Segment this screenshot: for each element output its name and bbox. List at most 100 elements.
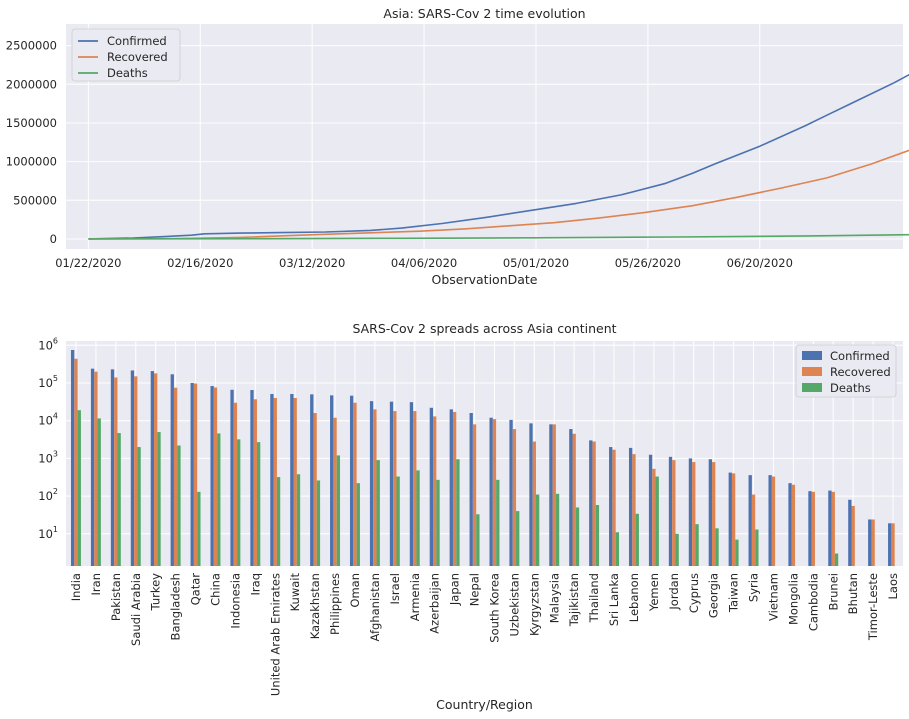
bar-deaths [396, 476, 400, 566]
bar-confirmed [748, 475, 752, 566]
bar-deaths [117, 433, 121, 566]
bar-chart-category-label: Bangladesh [169, 573, 183, 640]
bar-recovered [413, 411, 417, 566]
bar-chart-category-label: Uzbekistan [507, 573, 521, 637]
bar-chart-category-label: Philippines [328, 573, 342, 635]
bar-confirmed [609, 447, 613, 566]
line-series-deaths [88, 233, 909, 240]
bar-recovered [452, 412, 457, 566]
bar-chart-category-label: Kazakhstan [308, 573, 322, 639]
bar-deaths [177, 445, 181, 566]
bar-chart-category-label: Lebanon [627, 573, 641, 622]
bar-deaths [555, 493, 560, 566]
line-chart-y-tick-label: 2000000 [6, 77, 57, 91]
bar-confirmed [728, 472, 732, 566]
legend-label-recovered: Recovered [830, 365, 891, 379]
bar-deaths [356, 483, 360, 566]
bar-confirmed [668, 456, 673, 566]
bar-confirmed [150, 371, 155, 566]
bar-recovered [572, 433, 576, 566]
bar-chart-category-label: Oman [348, 573, 362, 608]
bar-chart-category-label: Timor-Leste [866, 573, 880, 641]
bar-confirmed [768, 475, 772, 566]
bar-deaths [535, 494, 540, 566]
bar-chart-category-label: Indonesia [228, 573, 242, 629]
bar-recovered [492, 419, 497, 566]
bar-confirmed [389, 401, 394, 566]
bar-confirmed [828, 490, 832, 566]
bar-deaths [655, 476, 659, 566]
bar-chart-category-label: Taiwan [727, 573, 741, 613]
bar-recovered [253, 399, 257, 566]
bar-deaths [755, 529, 759, 566]
bar-recovered [552, 424, 556, 566]
line-chart-y-tick-label: 0 [50, 232, 57, 246]
bar-chart-category-label: India [69, 573, 83, 601]
bar-recovered [811, 491, 815, 566]
bar-confirmed [509, 419, 513, 566]
line-chart-x-tick-label: 06/20/2020 [727, 256, 793, 270]
bar-chart-title: SARS-Cov 2 spreads across Asia continent [352, 321, 616, 336]
bar-recovered [731, 473, 736, 566]
line-chart-ticks: 01/22/2020 02/16/2020 03/12/2020 04/06/2020… [6, 39, 793, 270]
bar-confirmed [469, 413, 473, 566]
bar-deaths [695, 524, 699, 566]
bar-chart-y-tick-label: 102 [38, 487, 58, 503]
legend-swatch-recovered [802, 367, 822, 376]
bar-deaths [715, 528, 719, 566]
line-chart-y-tick-label: 500000 [13, 193, 57, 207]
bar-chart-category-label: Saudi Arabia [129, 573, 143, 646]
bar-deaths [635, 513, 639, 566]
bar-recovered [134, 376, 138, 566]
line-chart-xlabel: ObservationDate [432, 272, 538, 287]
bar-deaths [217, 433, 221, 566]
bar-recovered [373, 409, 377, 566]
bar-deaths [256, 442, 261, 566]
bar-deaths [97, 418, 101, 566]
bar-confirmed [489, 417, 493, 566]
bar-confirmed [90, 368, 95, 566]
bar-deaths [157, 432, 161, 566]
bar-chart-category-label: Cyprus [687, 573, 701, 613]
bar-recovered [433, 416, 437, 566]
bar-confirmed [648, 454, 653, 566]
bar-confirmed [868, 519, 872, 566]
bar-confirmed [529, 423, 533, 566]
bar-confirmed [290, 394, 294, 566]
bar-chart-bars [70, 350, 895, 566]
bar-recovered [831, 491, 835, 566]
bar-chart-category-label: Tajikistan [567, 573, 581, 627]
bar-chart-category-label: Kyrgyzstan [527, 573, 541, 636]
line-chart-x-tick-label: 02/16/2020 [167, 256, 233, 270]
bar-chart-category-label: Afghanistan [368, 573, 382, 641]
legend-swatch-deaths [802, 383, 822, 392]
bar-confirmed [549, 424, 553, 566]
bar-recovered [612, 449, 616, 566]
legend-swatch-confirmed [802, 351, 822, 360]
bar-recovered [313, 413, 317, 566]
line-series-confirmed [88, 73, 909, 240]
bar-confirmed [310, 394, 314, 566]
bar-chart-category-label: Cambodia [806, 573, 820, 631]
bar-recovered [154, 373, 158, 566]
bar-confirmed [888, 523, 892, 566]
line-chart: 01/22/2020 02/16/2020 03/12/2020 04/06/2020… [6, 6, 909, 287]
bar-recovered [672, 460, 676, 566]
bar-recovered [632, 454, 636, 566]
line-chart-x-tick-label: 05/26/2020 [615, 256, 681, 270]
line-chart-y-tick-label: 1500000 [6, 116, 57, 130]
line-chart-series [88, 73, 909, 240]
bar-chart-category-label: Iran [89, 573, 103, 595]
line-chart-title: Asia: SARS-Cov 2 time evolution [383, 6, 585, 21]
bar-chart-y-tick-label: 106 [38, 336, 58, 352]
bar-recovered [393, 411, 397, 566]
bar-chart-category-label: United Arab Emirates [268, 573, 282, 696]
bar-recovered [333, 417, 337, 566]
bar-deaths [77, 410, 81, 566]
bar-confirmed [270, 394, 274, 566]
bar-chart-xlabel: Country/Region [436, 697, 533, 712]
bar-recovered [472, 424, 477, 566]
bar-deaths [316, 480, 321, 566]
bar-deaths [456, 459, 460, 566]
bar-recovered [692, 462, 696, 566]
